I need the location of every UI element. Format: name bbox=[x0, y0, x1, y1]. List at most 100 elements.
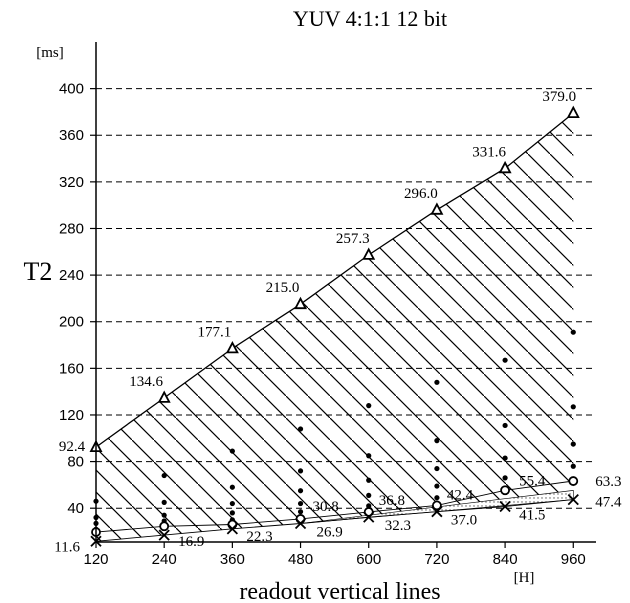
cross-marker bbox=[431, 506, 443, 518]
data-labels: 92.4 134.6 177.1 215.0 257.3 296.0 331.6 379.0 3… bbox=[54, 89, 622, 555]
circle-value-label: 42.4 bbox=[447, 487, 474, 503]
hatched-region bbox=[96, 113, 574, 542]
x-tick-label: 480 bbox=[288, 551, 313, 568]
y-tick-label: 40 bbox=[67, 500, 84, 517]
triangle-value-label: 257.3 bbox=[336, 231, 370, 247]
triangle-marker bbox=[157, 390, 171, 403]
data-points bbox=[89, 105, 580, 547]
x-tick-label: 360 bbox=[220, 551, 245, 568]
y-tick-label: 400 bbox=[59, 81, 84, 98]
cross-value-label: 32.3 bbox=[385, 518, 411, 534]
chart-title: YUV 4:1:1 12 bit bbox=[293, 6, 447, 31]
scatter-dot bbox=[161, 472, 167, 479]
x-tick-label: 720 bbox=[424, 551, 449, 568]
triangle-marker bbox=[498, 160, 512, 174]
scatter-dot bbox=[570, 463, 576, 469]
cross-value-label: 47.4 bbox=[595, 495, 622, 511]
circle-value-label: 30.8 bbox=[313, 499, 339, 515]
y-tick-label: 120 bbox=[59, 407, 84, 424]
circle-marker bbox=[432, 500, 442, 511]
circle-value-label: 36.8 bbox=[379, 493, 405, 509]
triangle-value-label: 379.0 bbox=[542, 89, 576, 105]
y-unit-label: [ms] bbox=[36, 45, 64, 61]
scatter-dot bbox=[161, 499, 167, 505]
scatter-dot bbox=[297, 468, 304, 474]
triangle-marker bbox=[566, 105, 580, 118]
scatter-dot bbox=[434, 495, 440, 501]
cross-series-line bbox=[95, 499, 574, 542]
x-unit-label: [H] bbox=[514, 570, 535, 586]
scatter-dot bbox=[434, 483, 440, 489]
scatter-dot bbox=[229, 484, 235, 490]
y-tick-label: 160 bbox=[59, 360, 84, 377]
y-tick-label: 320 bbox=[59, 174, 84, 191]
circle-marker bbox=[159, 521, 170, 532]
circle-marker bbox=[500, 485, 510, 496]
x-tick-label: 960 bbox=[561, 551, 586, 568]
scatter-dot bbox=[229, 510, 235, 516]
y-tick-label: 80 bbox=[67, 454, 84, 471]
scatter-dot bbox=[366, 453, 372, 459]
scatter-dot bbox=[434, 465, 440, 472]
scatter-dot bbox=[366, 403, 372, 409]
x-tick-label: 600 bbox=[356, 551, 381, 568]
circle-value-label: 55.4 bbox=[519, 473, 546, 489]
scatter-dot bbox=[297, 500, 304, 507]
scatter-dot bbox=[570, 329, 576, 335]
cross-marker bbox=[158, 529, 170, 541]
y-axis-label: T2 bbox=[24, 257, 53, 286]
triangle-marker bbox=[294, 296, 307, 310]
cross-marker bbox=[499, 500, 511, 513]
triangle-value-label: 331.6 bbox=[472, 144, 506, 160]
scatter-dot bbox=[297, 426, 304, 432]
scatter-dot bbox=[366, 503, 372, 509]
cross-value-label: 41.5 bbox=[519, 507, 545, 523]
circle-series-line bbox=[95, 480, 574, 533]
cross-marker bbox=[294, 517, 307, 530]
y-tick-label: 200 bbox=[59, 314, 84, 331]
scatter-dot bbox=[570, 441, 576, 447]
scatter-dot bbox=[502, 455, 508, 461]
triangle-value-label: 177.1 bbox=[197, 324, 231, 340]
circle-marker bbox=[568, 476, 579, 486]
triangle-value-label: 92.4 bbox=[59, 439, 86, 455]
scatter-dot bbox=[229, 500, 235, 507]
scatter-dot bbox=[502, 475, 508, 481]
circle-marker bbox=[227, 519, 238, 530]
triangle-marker bbox=[430, 202, 444, 215]
scatter-dot bbox=[366, 477, 372, 483]
scatter-dot bbox=[434, 379, 440, 385]
x-tick-label: 120 bbox=[83, 551, 108, 568]
scatter-dot bbox=[297, 509, 304, 515]
y-tick-label: 240 bbox=[59, 267, 84, 284]
cross-marker bbox=[567, 493, 579, 506]
triangle-series-line bbox=[95, 112, 574, 448]
scatter-dot bbox=[161, 512, 167, 518]
triangle-marker bbox=[225, 340, 239, 354]
x-tick-label: 840 bbox=[493, 551, 518, 568]
shaded-regions bbox=[96, 113, 574, 542]
scatter-dot bbox=[297, 488, 304, 494]
scatter-dot bbox=[366, 492, 372, 498]
circle-value-label: 63.3 bbox=[595, 474, 621, 490]
scatter-dot bbox=[502, 357, 508, 363]
x-axis-label: readout vertical lines bbox=[239, 579, 440, 603]
triangle-value-label: 296.0 bbox=[404, 186, 438, 202]
scatter-dot bbox=[502, 422, 508, 429]
y-tick-label: 280 bbox=[59, 220, 84, 237]
x-tick-label: 240 bbox=[152, 551, 177, 568]
y-tick-label: 360 bbox=[59, 127, 84, 144]
triangle-value-label: 134.6 bbox=[129, 374, 163, 390]
cross-marker bbox=[226, 523, 239, 535]
scatter-dot bbox=[434, 438, 440, 444]
cross-value-label: 11.6 bbox=[54, 539, 80, 555]
axes: 40 80 120 160 200 240 280 320 360 400 120 240 360 480… bbox=[59, 42, 596, 568]
cross-value-label: 26.9 bbox=[317, 524, 343, 540]
triangle-value-label: 215.0 bbox=[266, 280, 300, 296]
scatter-dot bbox=[570, 404, 576, 410]
cross-value-label: 37.0 bbox=[451, 513, 477, 529]
triangle-marker bbox=[362, 247, 376, 260]
cross-value-label: 22.3 bbox=[246, 529, 272, 545]
scatter-dot bbox=[229, 448, 235, 454]
